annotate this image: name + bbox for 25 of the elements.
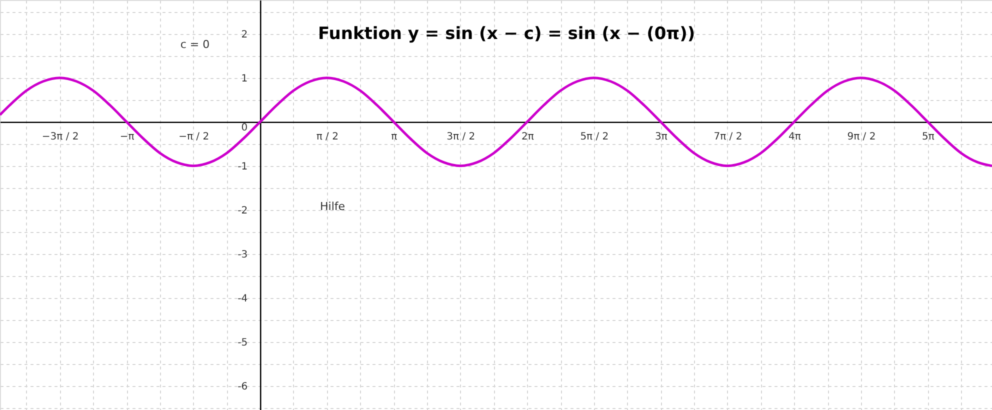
x-tick-label: 5π: [922, 131, 934, 142]
x-tick-label: −π / 2: [178, 131, 210, 142]
x-tick-label: π: [391, 131, 398, 142]
y-tick-label: -1: [238, 161, 248, 172]
y-tick-label: -5: [238, 337, 248, 348]
x-tick-label: 4π: [788, 131, 801, 142]
x-tick-label: 2π: [521, 131, 534, 142]
x-tick-label: π / 2: [316, 131, 338, 142]
y-tick-label: -4: [238, 293, 248, 304]
y-tick-label: -2: [238, 205, 248, 216]
x-tick-label: 3π / 2: [446, 131, 476, 142]
text: Funktion y = sin (x − c) = sin (x − (0π)): [318, 24, 696, 44]
x-tick-label: −π: [120, 131, 134, 142]
y-tick-label: -6: [238, 381, 248, 392]
y-tick-label: 2: [241, 29, 248, 40]
x-tick-label: 5π / 2: [580, 131, 609, 142]
x-tick-label: 9π / 2: [847, 131, 876, 142]
annotation: c = 0: [180, 38, 210, 51]
y-tick-label: -3: [238, 249, 248, 260]
x-tick-label: −3π / 2: [42, 131, 79, 142]
x-tick-label: 3π: [655, 131, 668, 142]
y-tick-label: 0: [241, 122, 248, 134]
x-tick-label: 7π / 2: [714, 131, 742, 142]
y-tick-label: 1: [241, 73, 248, 84]
annotation: Hilfe: [320, 200, 346, 213]
